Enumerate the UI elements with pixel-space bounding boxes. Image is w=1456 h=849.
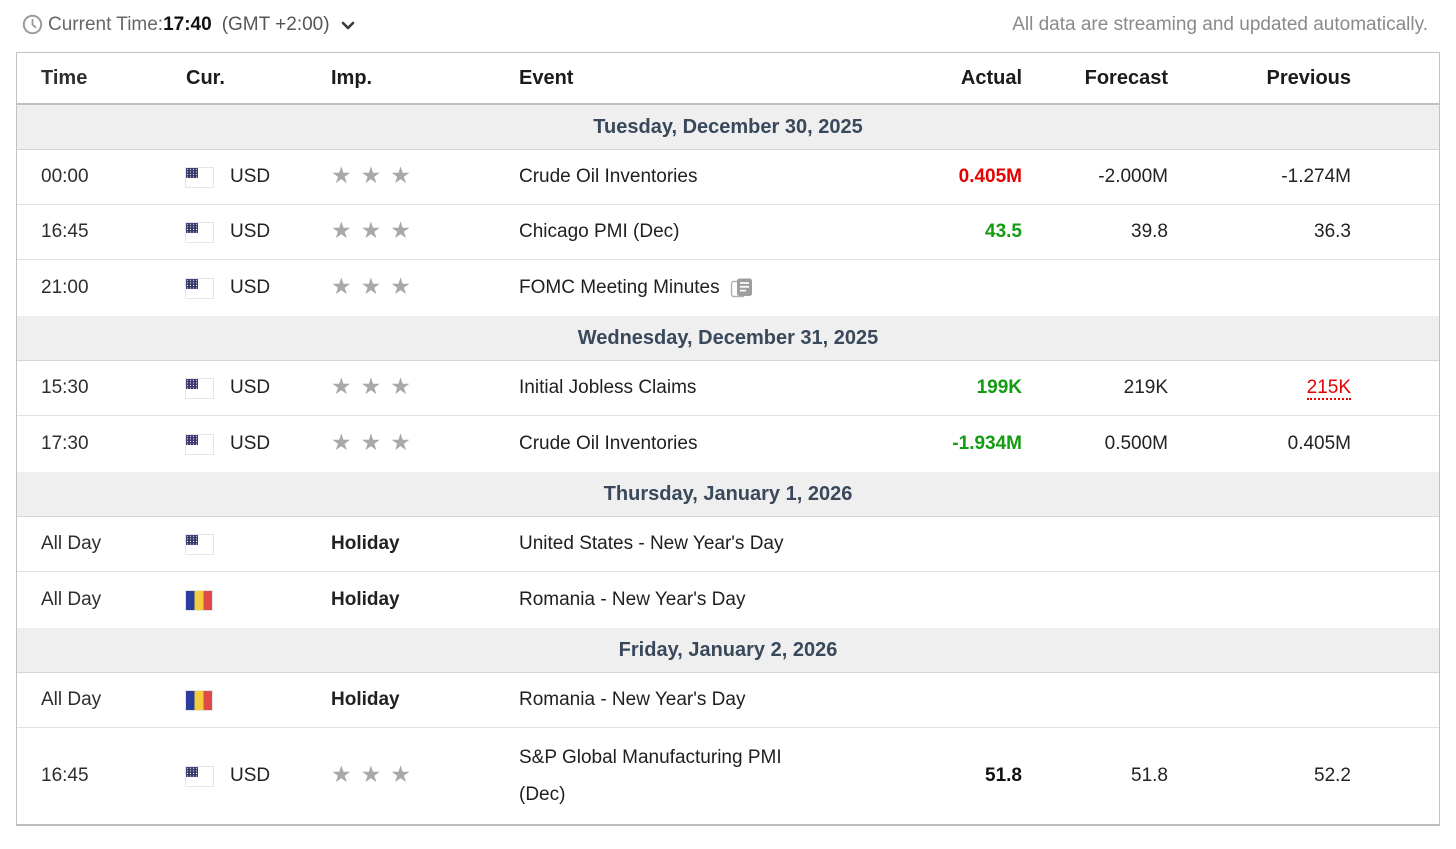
currency-code: USD xyxy=(230,765,271,786)
current-time-value: 17:40 xyxy=(163,13,212,35)
actual-value: 43.5 xyxy=(985,221,1022,242)
forecast-value: 219K xyxy=(1123,377,1168,398)
event-name: Chicago PMI (Dec) xyxy=(519,221,680,242)
date-section-header: Thursday, January 1, 2026 xyxy=(17,472,1439,517)
date-section-header: Friday, January 2, 2026 xyxy=(17,628,1439,673)
event-name-line1: S&P Global Manufacturing PMI xyxy=(519,747,782,768)
col-header-previous: Previous xyxy=(1266,66,1351,89)
event-time: All Day xyxy=(41,689,102,710)
event-time: 16:45 xyxy=(41,765,89,786)
holiday-row-romania[interactable]: All Day Holiday Romania - New Year's Day xyxy=(17,673,1439,728)
timezone-value: (GMT +2:00) xyxy=(221,13,330,35)
event-name: Initial Jobless Claims xyxy=(519,377,697,398)
importance-stars-icon: ★★★ xyxy=(331,760,420,787)
event-row-initial-jobless-claims[interactable]: 15:30 USD ★★★ Initial Jobless Claims 199… xyxy=(17,361,1439,416)
event-name-line2: (Dec) xyxy=(519,784,566,805)
importance-stars-icon: ★★★ xyxy=(331,372,420,399)
us-flag-icon xyxy=(186,278,213,298)
event-name: United States - New Year's Day xyxy=(519,533,784,554)
holiday-label: Holiday xyxy=(331,533,400,554)
romania-flag-icon xyxy=(186,690,212,710)
col-header-actual: Actual xyxy=(960,66,1022,89)
actual-value: 51.8 xyxy=(985,765,1022,786)
us-flag-icon xyxy=(186,222,213,242)
previous-value: 36.3 xyxy=(1314,221,1351,242)
us-flag-icon xyxy=(186,378,213,398)
chevron-down-icon[interactable] xyxy=(341,21,355,31)
col-header-event: Event xyxy=(519,66,574,89)
actual-value: 0.405M xyxy=(958,166,1022,187)
event-row-sp-global-manufacturing-pmi[interactable]: 16:45 USD ★★★ S&P Global Manufacturing P… xyxy=(17,728,1439,824)
us-flag-icon xyxy=(186,434,213,454)
event-row-fomc-minutes[interactable]: 21:00 USD ★★★ FOMC Meeting Minutes xyxy=(17,260,1439,316)
streaming-note: All data are streaming and updated autom… xyxy=(1012,13,1428,35)
date-section-header: Wednesday, December 31, 2025 xyxy=(17,316,1439,361)
forecast-value: 39.8 xyxy=(1131,221,1168,242)
event-time: All Day xyxy=(41,533,102,554)
event-name: Romania - New Year's Day xyxy=(519,689,746,710)
economic-calendar-table: Time Cur. Imp. Event Actual Forecast Pre… xyxy=(16,52,1440,826)
date-section-header: Tuesday, December 30, 2025 xyxy=(17,105,1439,150)
importance-stars-icon: ★★★ xyxy=(331,428,420,455)
timezone-selector[interactable]: Current Time: 17:40 (GMT +2:00) xyxy=(22,14,355,36)
us-flag-icon xyxy=(186,167,213,187)
current-time-label: Current Time: xyxy=(48,13,164,35)
event-time: All Day xyxy=(41,589,102,610)
event-time: 00:00 xyxy=(41,166,89,187)
event-row-chicago-pmi[interactable]: 16:45 USD ★★★ Chicago PMI (Dec) 43.5 39.… xyxy=(17,205,1439,260)
us-flag-icon xyxy=(186,534,213,554)
col-header-forecast: Forecast xyxy=(1084,66,1168,89)
event-name: FOMC Meeting Minutes xyxy=(519,277,720,298)
forecast-value: 0.500M xyxy=(1104,433,1168,454)
event-row-crude-oil-inventories[interactable]: 17:30 USD ★★★ Crude Oil Inventories -1.9… xyxy=(17,416,1439,472)
previous-value: -1.274M xyxy=(1281,166,1351,187)
holiday-row-united-states[interactable]: All Day Holiday United States - New Year… xyxy=(17,517,1439,572)
actual-value: -1.934M xyxy=(952,433,1022,454)
currency-code: USD xyxy=(230,277,271,298)
importance-stars-icon: ★★★ xyxy=(331,272,420,299)
event-name: Crude Oil Inventories xyxy=(519,433,698,454)
importance-stars-icon: ★★★ xyxy=(331,216,420,243)
holiday-label: Holiday xyxy=(331,689,400,710)
us-flag-icon xyxy=(186,766,213,786)
actual-value: 199K xyxy=(976,377,1022,398)
previous-value-revised[interactable]: 215K xyxy=(1306,377,1351,400)
currency-code: USD xyxy=(230,221,271,242)
table-header-row: Time Cur. Imp. Event Actual Forecast Pre… xyxy=(17,53,1439,105)
currency-code: USD xyxy=(230,433,271,454)
event-time: 17:30 xyxy=(41,433,89,454)
event-row-crude-oil-inventories[interactable]: 00:00 USD ★★★ Crude Oil Inventories 0.40… xyxy=(17,150,1439,205)
event-name: Romania - New Year's Day xyxy=(519,589,746,610)
event-time: 21:00 xyxy=(41,277,89,298)
importance-stars-icon: ★★★ xyxy=(331,161,420,188)
clock-icon xyxy=(22,14,43,35)
holiday-row-romania[interactable]: All Day Holiday Romania - New Year's Day xyxy=(17,572,1439,628)
report-document-icon[interactable] xyxy=(730,277,754,299)
holiday-label: Holiday xyxy=(331,589,400,610)
top-bar: Current Time: 17:40 (GMT +2:00) All data… xyxy=(0,0,1456,42)
col-header-cur: Cur. xyxy=(186,66,225,89)
col-header-imp: Imp. xyxy=(331,66,373,89)
currency-code: USD xyxy=(230,377,271,398)
previous-value: 52.2 xyxy=(1314,765,1351,786)
romania-flag-icon xyxy=(186,590,212,610)
event-name: Crude Oil Inventories xyxy=(519,166,698,187)
event-time: 16:45 xyxy=(41,221,89,242)
event-time: 15:30 xyxy=(41,377,89,398)
forecast-value: -2.000M xyxy=(1098,166,1168,187)
col-header-time: Time xyxy=(41,66,88,89)
previous-value: 0.405M xyxy=(1287,433,1351,454)
currency-code: USD xyxy=(230,166,271,187)
forecast-value: 51.8 xyxy=(1131,765,1168,786)
